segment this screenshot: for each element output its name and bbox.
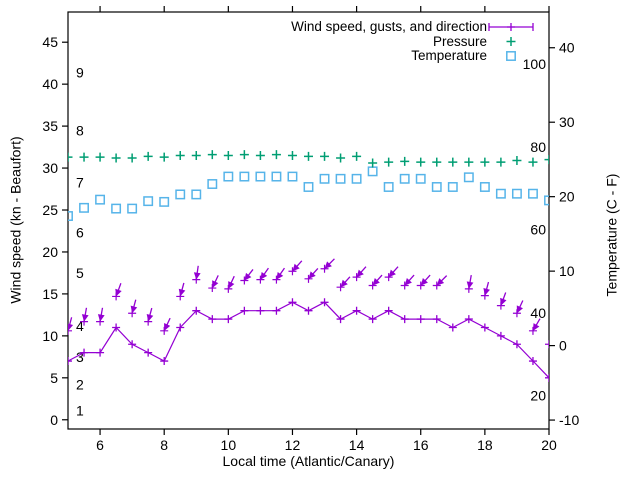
svg-text:9: 9: [76, 64, 84, 80]
svg-text:5: 5: [76, 265, 84, 281]
plot-data: [68, 150, 549, 382]
svg-text:1: 1: [76, 403, 84, 419]
svg-text:0: 0: [559, 338, 567, 354]
x-axis-title: Local time (Atlantic/Canary): [222, 453, 395, 469]
svg-text:40: 40: [559, 40, 575, 56]
y-left-ticks: 0 5 10 15 20 25 30 35 40 45: [42, 34, 68, 428]
beaufort-scale-labels: 1 2 3 4 5 6 7 8 9: [76, 64, 84, 418]
svg-text:30: 30: [559, 114, 575, 130]
svg-text:6: 6: [76, 225, 84, 241]
svg-text:40: 40: [42, 76, 58, 92]
svg-text:60: 60: [530, 221, 546, 237]
svg-text:6: 6: [96, 437, 104, 453]
svg-text:18: 18: [477, 437, 493, 453]
y-right-ticks: -10 0 10 20 30 40: [549, 40, 579, 428]
y-right-axis-title: Temperature (C - F): [603, 173, 620, 297]
svg-text:20: 20: [559, 189, 575, 205]
legend: Wind speed, gusts, and direction Pressur…: [291, 19, 487, 64]
fahrenheit-scale-labels: 20 40 60 80 100: [523, 56, 547, 403]
svg-text:30: 30: [42, 160, 58, 176]
svg-text:12: 12: [285, 437, 301, 453]
svg-text:14: 14: [349, 437, 365, 453]
svg-text:16: 16: [413, 437, 429, 453]
legend-label-pressure: Pressure: [432, 33, 487, 49]
svg-text:20: 20: [42, 244, 58, 260]
svg-text:5: 5: [50, 370, 58, 386]
svg-text:20: 20: [530, 387, 546, 403]
svg-text:8: 8: [160, 437, 168, 453]
svg-text:-10: -10: [559, 412, 579, 428]
svg-text:8: 8: [76, 122, 84, 138]
svg-text:10: 10: [221, 437, 237, 453]
plot-border: [67, 11, 550, 430]
temperature-series: [68, 166, 549, 221]
svg-text:0: 0: [50, 412, 58, 428]
svg-text:4: 4: [76, 318, 84, 334]
svg-text:2: 2: [76, 377, 84, 393]
y-left-axis-title: Wind speed (kn - Beaufort): [7, 136, 24, 304]
svg-text:35: 35: [42, 118, 58, 134]
svg-text:100: 100: [523, 56, 547, 72]
svg-text:80: 80: [530, 139, 546, 155]
wind-speed-series: [68, 298, 549, 382]
legend-label-temperature: Temperature: [411, 48, 487, 63]
svg-text:10: 10: [42, 328, 58, 344]
svg-text:40: 40: [530, 305, 546, 321]
gust-direction-arrows: [68, 258, 549, 349]
svg-text:15: 15: [42, 286, 58, 302]
svg-text:3: 3: [76, 349, 84, 365]
legend-label-wind: Wind speed, gusts, and direction: [291, 19, 487, 34]
pressure-series: [68, 150, 549, 168]
svg-text:25: 25: [42, 202, 58, 218]
svg-text:10: 10: [559, 263, 575, 279]
svg-text:7: 7: [76, 174, 84, 190]
svg-text:45: 45: [42, 34, 58, 50]
svg-text:20: 20: [541, 437, 557, 453]
x-axis-ticks: 6 8 10 12 14 16 18 20: [96, 6, 557, 453]
legend-samples: [488, 23, 534, 61]
